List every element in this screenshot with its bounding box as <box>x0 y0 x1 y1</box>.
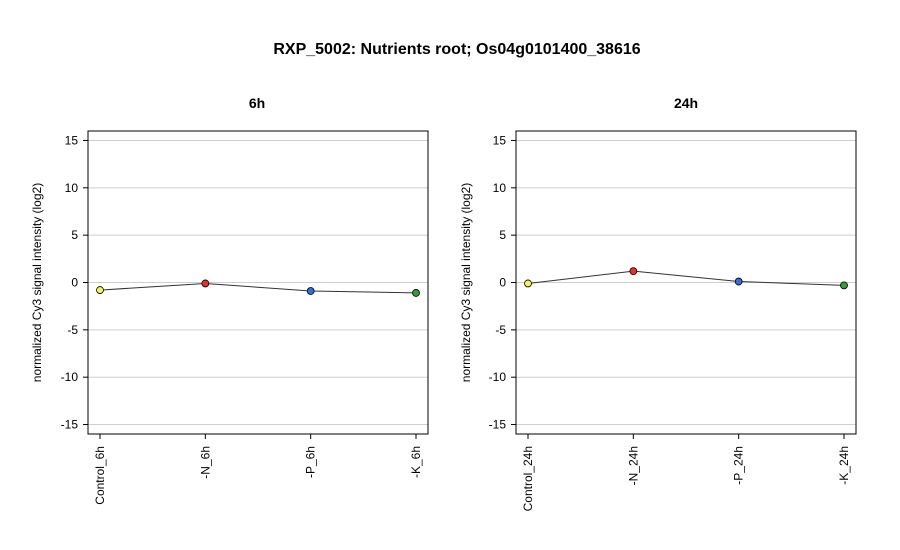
y-tick-label: 15 <box>65 133 79 147</box>
x-tick-label: -N_24h <box>626 446 640 485</box>
y-tick-label: 0 <box>499 276 506 290</box>
chart-main-title: RXP_5002: Nutrients root; Os04g0101400_3… <box>273 41 640 58</box>
y-tick-label: 15 <box>493 133 507 147</box>
y-tick-label: 5 <box>499 228 506 242</box>
y-tick-label: -15 <box>61 418 79 432</box>
y-axis-label: normalized Cy3 signal intensity (log2) <box>30 183 44 382</box>
y-tick-label: -10 <box>489 370 507 384</box>
x-tick-label: -P_6h <box>304 446 318 478</box>
x-tick-label: -N_6h <box>198 446 212 479</box>
y-tick-label: -5 <box>495 323 506 337</box>
x-tick-label: -K_6h <box>409 446 423 478</box>
series-line <box>527 270 845 286</box>
y-tick-label: -10 <box>61 370 79 384</box>
data-point--P_6h <box>306 287 315 295</box>
series-line <box>99 282 417 294</box>
chart-panel-6h: 6h -15 -10 -5 0 5 10 15 normalized Cy3 signal in… <box>30 95 429 505</box>
data-point--N_24h <box>629 267 638 276</box>
data-point--K_24h <box>840 281 848 290</box>
chart-panels: 6h -15 -10 -5 0 5 10 15 normalized Cy3 signal in… <box>30 95 857 511</box>
data-point--K_6h <box>412 289 420 297</box>
data-point-Control_24h <box>524 279 532 288</box>
x-tick-label: -K_24h <box>837 446 851 485</box>
x-tick-label: Control_6h <box>93 446 107 505</box>
data-point--N_6h <box>201 279 210 288</box>
plot-frame <box>515 130 857 435</box>
y-tick-label: 0 <box>71 276 78 290</box>
y-axis-label: normalized Cy3 signal intensity (log2) <box>459 183 473 382</box>
y-tick-label: 5 <box>71 228 78 242</box>
y-tick-label: -5 <box>67 323 78 337</box>
x-tick-label: Control_24h <box>521 446 535 511</box>
plot-frame <box>87 130 429 435</box>
panel-title: 24h <box>674 95 698 111</box>
y-tick-label: -15 <box>489 418 507 432</box>
data-point--P_24h <box>734 277 743 286</box>
y-tick-label: 10 <box>493 181 507 195</box>
y-tick-label: 10 <box>65 181 79 195</box>
chart-panel-24h: 24h -15 -10 -5 0 5 10 15 normalized Cy3 signal i… <box>459 95 857 511</box>
x-tick-label: -P_24h <box>732 446 746 485</box>
data-point-Control_6h <box>96 286 104 294</box>
panel-title: 6h <box>249 95 265 111</box>
